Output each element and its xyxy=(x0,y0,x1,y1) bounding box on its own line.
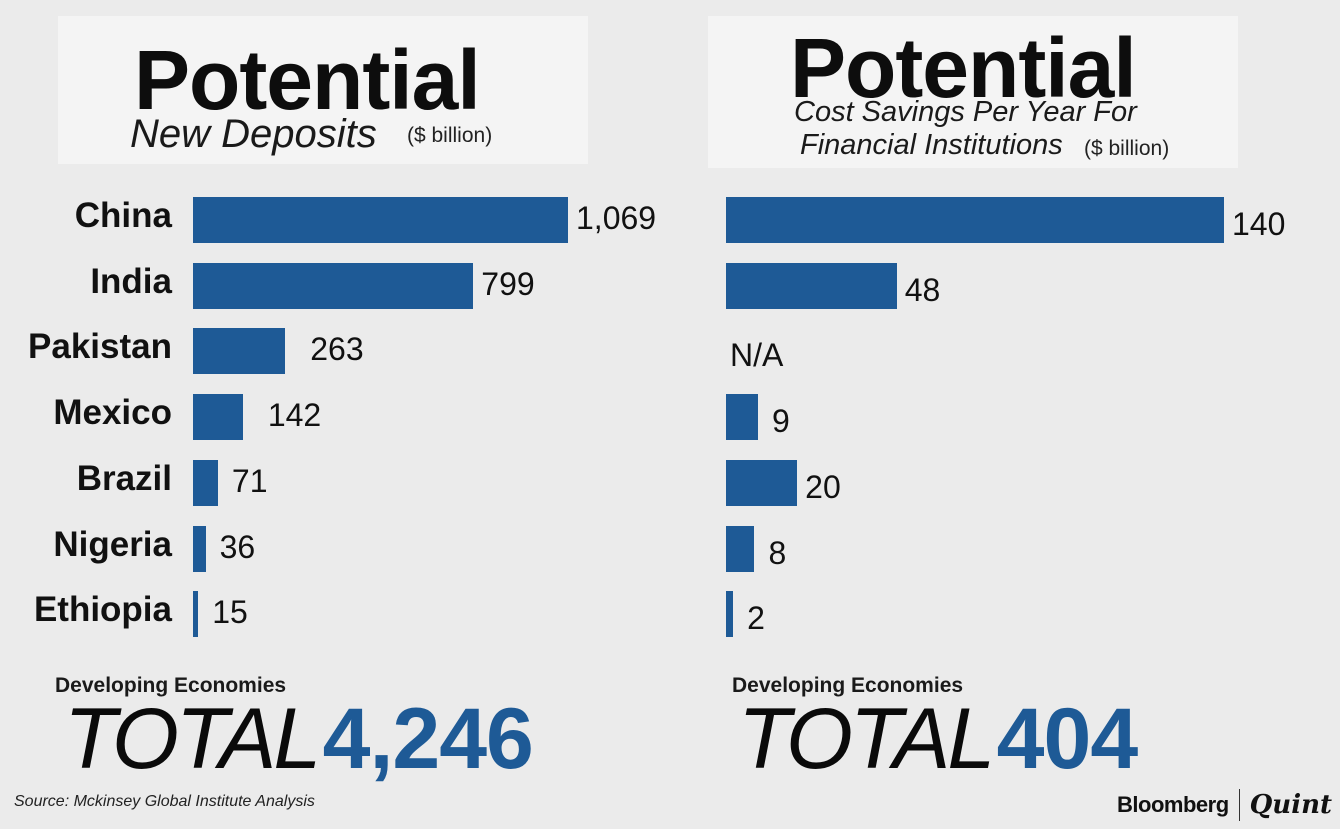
bar-deposits-india xyxy=(193,262,474,309)
bar-savings-ethiopia xyxy=(726,591,734,638)
left-title-box: Potential New Deposits ($ billion) xyxy=(58,16,588,164)
value-label-savings-mexico: 9 xyxy=(772,403,790,440)
bar-deposits-nigeria xyxy=(193,525,206,572)
right-title-main: Potential xyxy=(790,21,1137,115)
right-title-box: Potential Cost Savings Per Year For Fina… xyxy=(708,16,1238,168)
left-title-main: Potential xyxy=(134,33,481,127)
bar-savings-brazil xyxy=(726,459,798,506)
value-label-deposits-mexico: 142 xyxy=(267,397,322,434)
source-note: Source: Mckinsey Global Institute Analys… xyxy=(14,793,315,810)
value-label-savings-ethiopia: 2 xyxy=(747,600,765,637)
right-title-sub-line1: Cost Savings Per Year For xyxy=(794,96,1137,128)
brand-logo: Bloomberg Quint xyxy=(1117,788,1332,822)
bar-deposits-brazil xyxy=(193,459,218,506)
left-total: TOTAL 4,246 xyxy=(64,696,534,782)
category-label-china: China xyxy=(74,196,172,235)
value-label-deposits-nigeria: 36 xyxy=(219,528,256,565)
value-label-deposits-ethiopia: 15 xyxy=(212,594,248,631)
bar-deposits-ethiopia xyxy=(193,591,199,638)
left-total-value: 4,246 xyxy=(322,691,534,787)
right-total-word: TOTAL xyxy=(738,691,995,787)
right-total-caption: Developing Economies xyxy=(732,674,964,697)
value-label-savings-pakistan: N/A xyxy=(730,337,784,374)
category-label-brazil: Brazil xyxy=(76,458,172,498)
left-total-word: TOTAL xyxy=(64,691,321,787)
brand-bloomberg: Bloomberg xyxy=(1117,792,1229,817)
category-label-nigeria: Nigeria xyxy=(53,524,172,564)
value-label-deposits-pakistan: 263 xyxy=(310,331,364,368)
brand-divider xyxy=(1238,789,1240,821)
bar-savings-nigeria xyxy=(726,525,755,572)
category-label-ethiopia: Ethiopia xyxy=(33,590,172,630)
bar-savings-china xyxy=(726,197,1224,243)
value-label-deposits-china: 1,069 xyxy=(576,200,657,236)
bar-deposits-china xyxy=(193,197,568,243)
category-label-pakistan: Pakistan xyxy=(28,327,172,367)
category-label-india: India xyxy=(90,261,172,301)
right-total-value: 404 xyxy=(996,691,1138,787)
category-label-mexico: Mexico xyxy=(53,393,172,433)
right-title-unit: ($ billion) xyxy=(1084,137,1170,160)
right-total: TOTAL 404 xyxy=(738,696,1138,782)
bar-savings-mexico xyxy=(726,394,758,441)
bar-deposits-pakistan xyxy=(193,328,286,375)
value-label-savings-china: 140 xyxy=(1232,206,1286,242)
value-label-savings-brazil: 20 xyxy=(805,468,841,505)
value-label-deposits-india: 799 xyxy=(481,265,535,302)
value-label-deposits-brazil: 71 xyxy=(231,462,268,499)
bar-deposits-mexico xyxy=(193,394,243,441)
left-total-caption: Developing Economies xyxy=(55,674,287,697)
value-label-savings-india: 48 xyxy=(904,271,941,308)
brand-quint: Quint xyxy=(1249,790,1332,820)
left-title-unit: ($ billion) xyxy=(407,124,493,147)
value-label-savings-nigeria: 8 xyxy=(768,534,787,571)
right-title-sub-line2: Financial Institutions xyxy=(800,129,1063,161)
left-title-sub: New Deposits xyxy=(130,112,377,156)
bar-savings-india xyxy=(726,262,897,309)
